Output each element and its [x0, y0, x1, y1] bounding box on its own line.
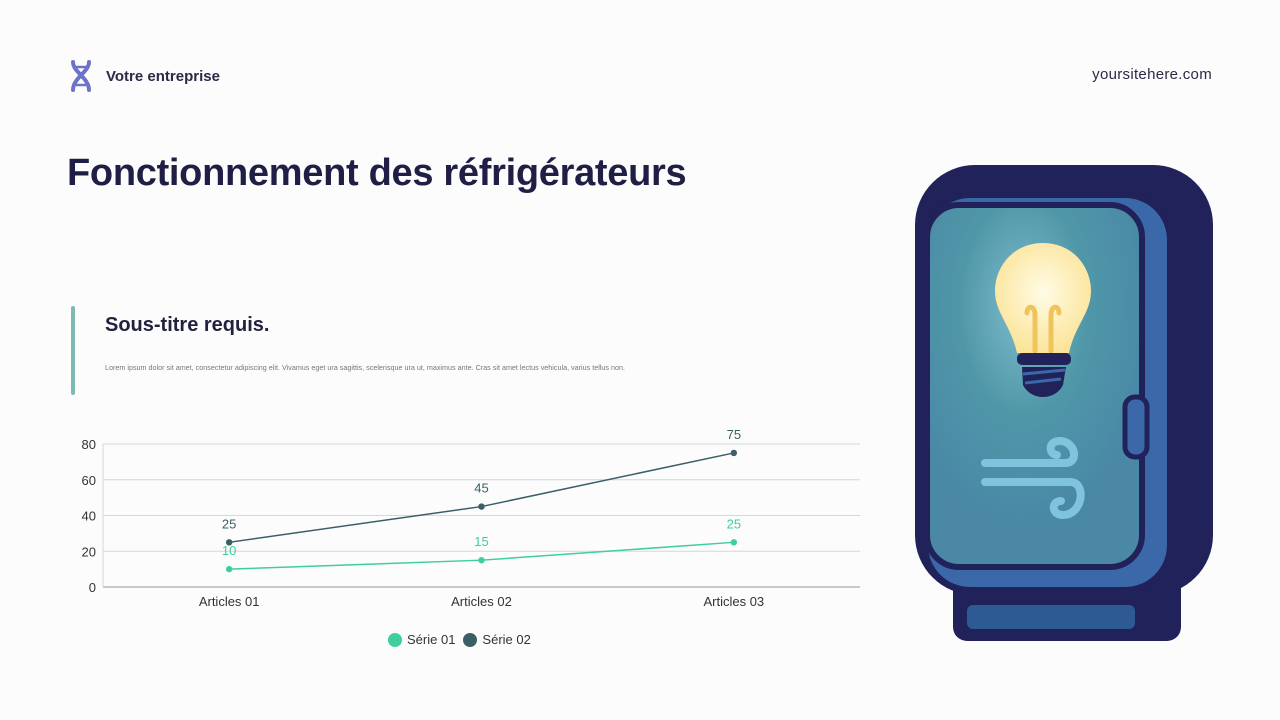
series-line — [229, 452, 734, 544]
body-text: Lorem ipsum dolor sit amet, consectetur … — [105, 363, 625, 372]
chart-legend: Série 01 Série 02 — [388, 632, 531, 647]
data-point — [478, 503, 485, 510]
site-url[interactable]: yoursitehere.com — [1092, 66, 1212, 83]
y-tick-label: 20 — [82, 544, 96, 559]
brand: Votre entreprise — [70, 60, 220, 92]
data-label: 45 — [474, 481, 488, 496]
data-point — [730, 539, 738, 546]
y-tick-label: 0 — [89, 580, 96, 595]
data-label: 15 — [474, 534, 488, 549]
legend-swatch — [388, 632, 402, 647]
data-label: 10 — [222, 543, 236, 558]
brand-name: Votre entreprise — [106, 67, 220, 85]
x-tick-label: Articles 01 — [199, 594, 260, 609]
x-tick-label: Articles 02 — [451, 594, 512, 609]
accent-bar — [71, 306, 75, 395]
legend-item-serie-01: Série 01 — [388, 632, 455, 647]
legend-label: Série 01 — [407, 632, 456, 647]
data-label: 25 — [222, 516, 236, 531]
data-label: 25 — [727, 516, 741, 531]
legend-label: Série 02 — [482, 632, 531, 647]
y-tick-label: 80 — [82, 437, 96, 452]
data-label: 75 — [727, 427, 741, 442]
data-point — [225, 565, 233, 573]
data-point — [478, 556, 485, 564]
refrigerator-illustration — [915, 165, 1213, 641]
dna-icon — [71, 60, 91, 92]
legend-swatch — [463, 632, 478, 647]
y-tick-label: 60 — [82, 473, 96, 488]
y-tick-label: 40 — [82, 509, 96, 524]
page-title: Fonctionnement des réfrigérateurs — [67, 152, 687, 194]
x-tick-label: Articles 03 — [703, 594, 764, 609]
line-chart: 0 20 40 60 80 Articles 01 Articles 02 Articles … — [82, 427, 860, 609]
data-point — [225, 539, 233, 546]
subtitle: Sous-titre requis. — [105, 314, 270, 336]
data-point — [730, 449, 738, 457]
legend-item-serie-02: Série 02 — [463, 632, 531, 647]
